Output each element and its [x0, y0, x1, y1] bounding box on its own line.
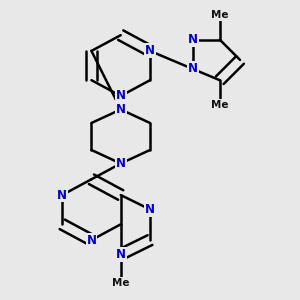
- Text: N: N: [145, 203, 155, 216]
- Text: N: N: [86, 234, 97, 247]
- Text: Me: Me: [112, 278, 130, 288]
- Text: N: N: [116, 157, 126, 170]
- Text: N: N: [116, 89, 126, 103]
- Text: Me: Me: [211, 10, 229, 20]
- Text: N: N: [188, 33, 198, 46]
- Text: N: N: [145, 44, 155, 57]
- Text: N: N: [188, 62, 198, 75]
- Text: N: N: [57, 188, 67, 202]
- Text: Me: Me: [211, 100, 229, 110]
- Text: N: N: [116, 248, 126, 261]
- Text: N: N: [116, 103, 126, 116]
